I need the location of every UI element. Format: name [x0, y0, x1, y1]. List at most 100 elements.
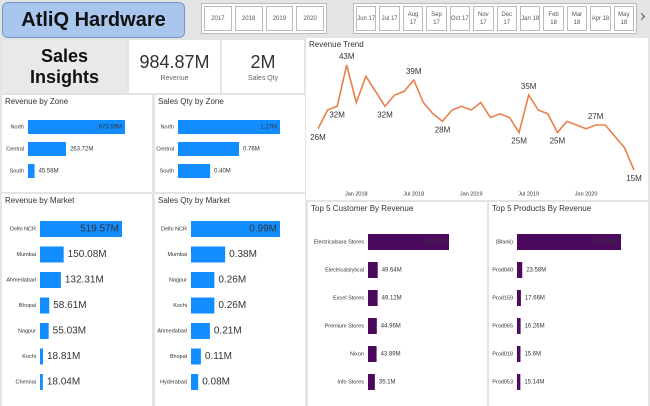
month-button[interactable]: Sep 17	[426, 6, 447, 31]
category-label: Prod040	[492, 267, 513, 273]
category-label: Prod018	[492, 351, 513, 357]
data-label: 26M	[310, 133, 326, 142]
data-label: 0.26M	[218, 300, 246, 311]
data-label: 58.61M	[53, 300, 86, 311]
bar	[368, 234, 449, 250]
chart-title: Revenue by Zone	[5, 97, 69, 106]
bar	[517, 290, 521, 306]
revenue-card: 984.87M Revenue	[129, 40, 220, 93]
category-label: Central	[6, 146, 24, 152]
data-label: 0.21M	[214, 326, 242, 337]
category-label: (Blank)	[496, 239, 514, 245]
category-label: Electricalslytical	[325, 267, 364, 273]
qty-value: 2M	[250, 51, 276, 72]
bar	[191, 297, 215, 314]
category-label: North	[161, 124, 174, 130]
category-label: Nixon	[350, 351, 364, 357]
category-label: Electricalsara Stores	[314, 239, 365, 245]
qty-label: Sales Qty	[247, 74, 279, 82]
bar	[40, 246, 64, 263]
revenue-value: 984.87M	[139, 51, 210, 72]
bar	[517, 234, 621, 250]
bar	[368, 346, 377, 362]
month-slicer: Jun 17 Jul 17 Aug 17 Sep 17 Oct 17 Nov 17 Dec …	[353, 3, 637, 34]
trend-line	[317, 64, 635, 171]
bar	[517, 262, 523, 278]
month-button[interactable]: Feb 18	[543, 6, 564, 31]
data-label: 18.04M	[47, 377, 80, 388]
bar	[40, 374, 43, 390]
panel	[306, 38, 648, 200]
month-button[interactable]: Apr 18	[590, 6, 611, 31]
month-button[interactable]: Nov 17	[473, 6, 494, 31]
data-label: 0.76M	[243, 147, 260, 153]
title-button[interactable]: AtliQ Hardware	[2, 2, 185, 38]
month-button[interactable]: Jan 18	[519, 6, 541, 31]
data-label: 25M	[550, 137, 566, 146]
category-label: North	[11, 124, 24, 130]
bar	[191, 272, 215, 288]
year-button[interactable]: 2020	[296, 6, 324, 31]
bar	[191, 348, 201, 365]
data-label: 39M	[406, 67, 422, 76]
month-button[interactable]: Dec 17	[496, 6, 517, 31]
category-label: Nagpur	[169, 277, 187, 283]
insights-title: Sales Insights	[29, 45, 99, 87]
bar	[178, 164, 211, 178]
qty-card: 2M Sales Qty	[222, 40, 304, 93]
category-label: Central	[156, 146, 174, 152]
category-label: Kochi	[173, 303, 187, 309]
chart-title: Revenue by Market	[5, 196, 75, 205]
data-label: 17.66M	[525, 296, 545, 302]
category-label: Chennai	[16, 379, 37, 385]
bar	[28, 120, 125, 134]
category-label: Bhopal	[19, 303, 36, 309]
x-tick-label: Jan 2020	[575, 191, 598, 197]
month-button[interactable]: Aug 17	[402, 6, 424, 31]
bar	[191, 374, 199, 390]
data-label: 49.12M	[382, 296, 402, 302]
bar	[28, 142, 66, 156]
category-label: South	[160, 168, 174, 174]
data-label: 35M	[521, 82, 537, 91]
bar	[40, 348, 43, 365]
category-label: Prod065	[492, 323, 513, 329]
category-label: Kochi	[22, 354, 36, 360]
category-label: Prod159	[492, 295, 513, 301]
data-label: 18.81M	[47, 351, 80, 362]
bar	[40, 221, 122, 237]
month-button[interactable]: Mar 18	[566, 6, 588, 31]
month-button[interactable]: Jun 17	[356, 6, 377, 31]
category-label: Prod053	[492, 379, 513, 385]
bar	[178, 142, 240, 156]
bar	[191, 221, 280, 237]
category-label: Delhi NCR	[10, 226, 36, 232]
month-button[interactable]: May 18	[613, 6, 635, 31]
x-tick-label: Jan 2018	[345, 191, 368, 197]
data-label: 15.14M	[524, 380, 544, 386]
data-label: 44.96M	[381, 324, 401, 330]
year-button[interactable]: 2019	[265, 6, 294, 31]
chart-title: Top 5 Products By Revenue	[492, 204, 592, 213]
data-label: 468.96M	[595, 240, 618, 246]
chart-title: Sales Qty by Market	[158, 196, 231, 205]
panel	[308, 202, 487, 406]
category-label: Mumbai	[167, 252, 187, 258]
bar	[368, 374, 375, 390]
data-label: 43.89M	[381, 352, 401, 358]
data-label: 0.11M	[205, 351, 232, 362]
category-label: Excel Stores	[333, 295, 364, 301]
month-button[interactable]: Jul 17	[379, 6, 400, 31]
month-button[interactable]: Oct 17	[449, 6, 471, 31]
x-tick-label: Jul 2019	[518, 191, 539, 197]
year-button[interactable]: 2018	[234, 6, 263, 31]
category-label: Ahmedabad	[6, 277, 36, 283]
data-label: 150.08M	[68, 249, 107, 260]
chart-title: Revenue Trend	[309, 40, 364, 49]
data-label: 32M	[377, 110, 393, 119]
year-button[interactable]: 2017	[204, 6, 232, 31]
panel	[489, 202, 648, 406]
bar	[517, 346, 521, 362]
